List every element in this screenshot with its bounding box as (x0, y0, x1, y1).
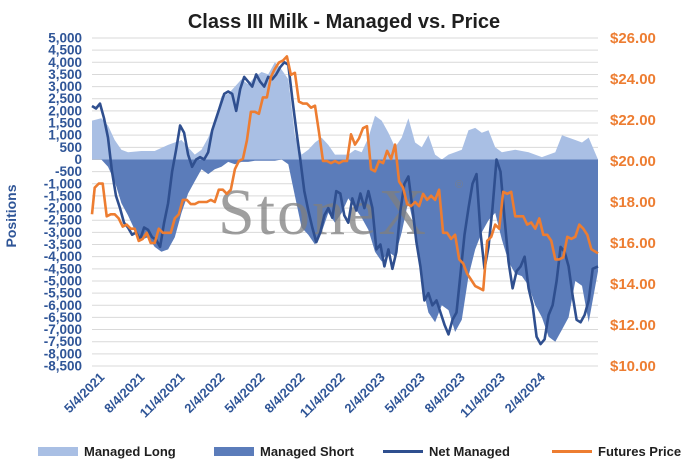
y-left-tick-label: 3,500 (48, 67, 82, 82)
legend-swatch (214, 447, 254, 456)
y-left-tick-label: -7,500 (44, 334, 82, 349)
y-left-tick-label: 500 (59, 140, 82, 155)
y-right-tick-label: $16.00 (610, 235, 656, 252)
net-managed-line (91, 61, 599, 346)
legend-label: Futures Price (598, 444, 681, 459)
x-tick-label: 2/4/2022 (181, 370, 227, 416)
y-left-tick-label: 0 (74, 152, 82, 167)
legend: Managed Long Managed Short Net Managed Futu… (38, 444, 681, 459)
y-left-tick-label: -5,000 (44, 273, 82, 288)
legend-swatch (38, 447, 78, 456)
futures-price-line (90, 55, 599, 292)
y-right-tick-label: $18.00 (610, 194, 656, 211)
y-axis-left: 5,0004,5004,0003,5003,0002,5002,0001,500… (44, 31, 82, 374)
x-tick-label: 2/4/2024 (502, 369, 549, 416)
y-left-tick-label: -3,500 (44, 237, 82, 252)
y-right-tick-label: $26.00 (610, 30, 656, 47)
y-right-tick-label: $22.00 (610, 112, 656, 129)
managed-long-area (92, 62, 598, 160)
x-axis: 5/4/20218/4/202111/4/20212/4/20225/4/202… (61, 369, 549, 421)
y-left-tick-label: 2,500 (48, 91, 82, 106)
y-left-tick-label: 2,000 (48, 103, 82, 118)
y-left-tick-label: -4,000 (44, 249, 82, 264)
y-left-tick-label: -2,500 (44, 213, 82, 228)
y-left-tick-label: -2,000 (44, 201, 82, 216)
y-left-tick-label: 4,000 (48, 55, 82, 70)
watermark: StoneX ® (218, 176, 463, 249)
y-left-tick-label: -8,500 (44, 359, 82, 374)
y-axis-label: Positions (3, 184, 19, 247)
y-left-tick-label: 1,500 (48, 116, 82, 131)
y-left-tick-label: -1,000 (44, 176, 82, 191)
y-left-tick-label: -6,000 (44, 298, 82, 313)
y-right-tick-label: $12.00 (610, 317, 656, 334)
y-left-tick-label: 3,000 (48, 79, 82, 94)
managed-short-area (92, 159, 598, 342)
y-left-tick-label: -500 (55, 164, 82, 179)
y-left-tick-label: 5,000 (48, 31, 82, 46)
y-left-tick-label: 1,000 (48, 128, 82, 143)
y-left-tick-label: -6,500 (44, 310, 82, 325)
legend-label: Managed Short (260, 444, 355, 459)
y-left-tick-label: 4,500 (48, 43, 82, 58)
x-tick-label: 5/4/2022 (221, 370, 267, 416)
watermark-text: StoneX (218, 176, 428, 249)
area-layer (92, 62, 598, 342)
y-right-tick-label: $24.00 (610, 71, 656, 88)
legend-label: Net Managed (429, 444, 510, 459)
legend-label: Managed Long (84, 444, 176, 459)
y-right-tick-label: $20.00 (610, 153, 656, 170)
y-left-tick-label: -5,500 (44, 286, 82, 301)
y-left-tick-label: -3,000 (44, 225, 82, 240)
y-left-tick-label: -1,500 (44, 188, 82, 203)
x-tick-label: 2/4/2023 (341, 370, 387, 416)
y-left-tick-label: -7,000 (44, 322, 82, 337)
y-right-tick-label: $10.00 (610, 358, 656, 375)
x-tick-label: 5/4/2023 (382, 370, 428, 416)
line-layer (90, 55, 599, 346)
y-left-tick-label: -8,000 (44, 346, 82, 361)
chart-title: Class III Milk - Managed vs. Price (188, 11, 500, 33)
y-right-tick-label: $14.00 (610, 276, 656, 293)
y-axis-right: $26.00 $24.00 $22.00 $20.00 $18.00 $16.00 $14.… (610, 30, 656, 375)
watermark-registered-mark: ® (455, 179, 463, 191)
x-tick-label: 5/4/2021 (61, 370, 107, 416)
y-left-tick-label: -4,500 (44, 261, 82, 276)
